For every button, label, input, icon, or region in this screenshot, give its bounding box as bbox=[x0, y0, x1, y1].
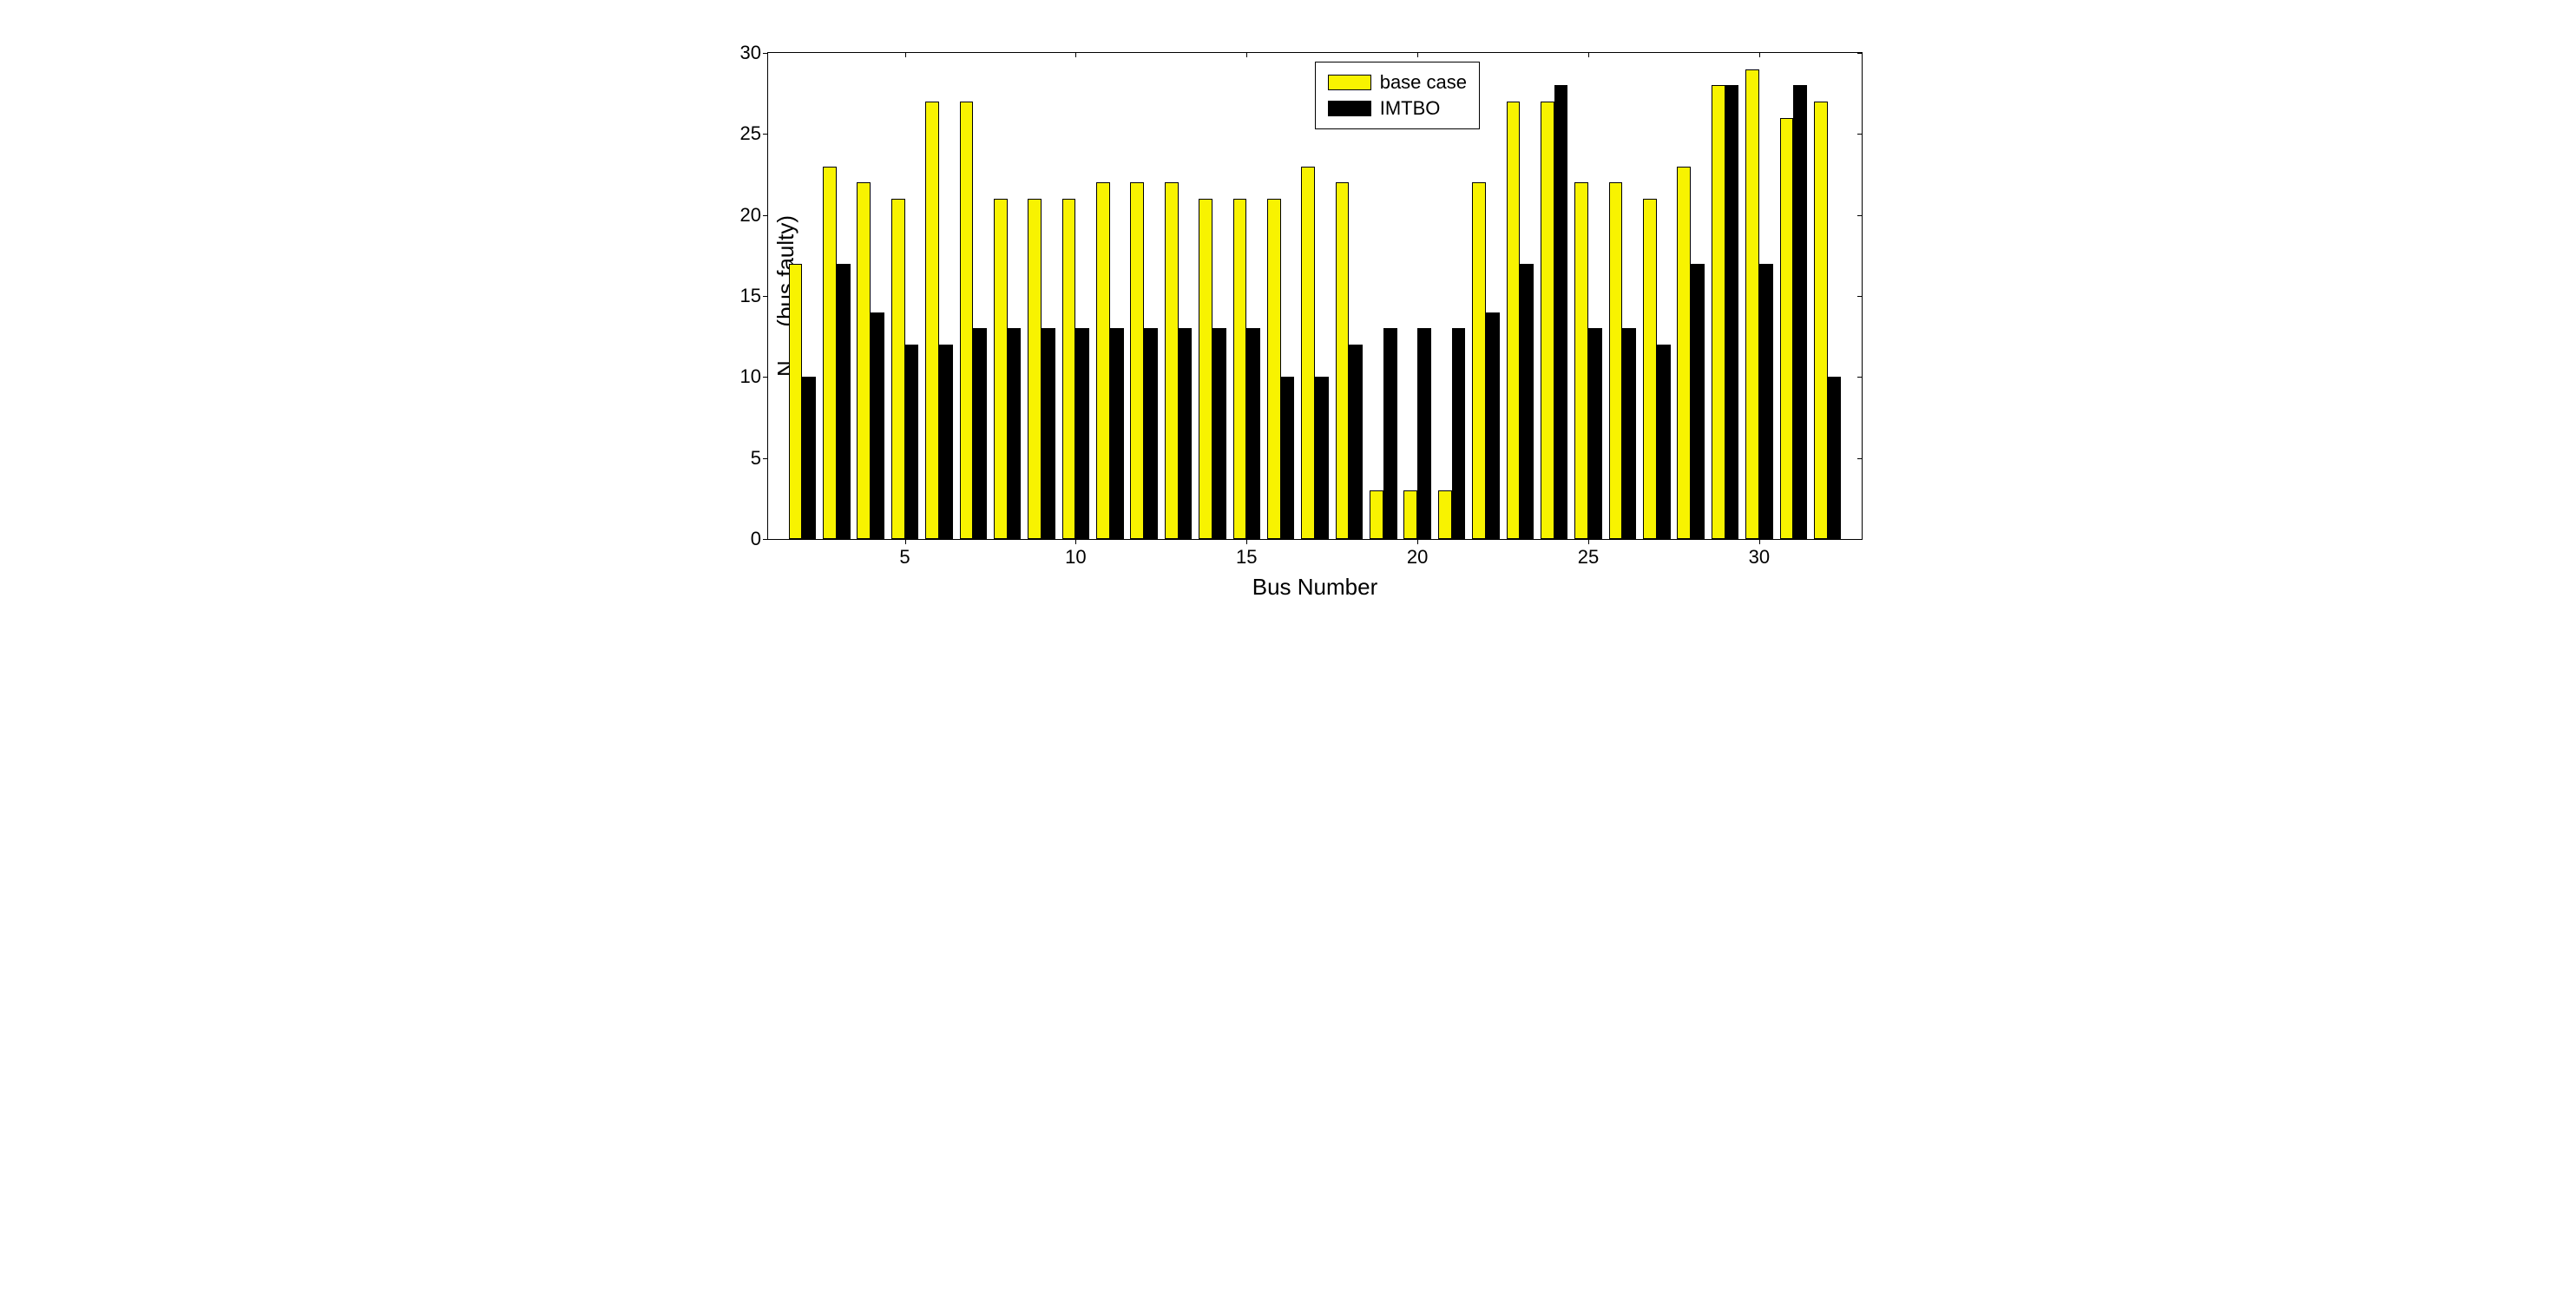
bar bbox=[973, 328, 987, 539]
bar bbox=[1212, 328, 1226, 539]
bar bbox=[1179, 328, 1193, 539]
bar bbox=[1062, 199, 1076, 539]
bar bbox=[1281, 377, 1295, 539]
legend: base case IMTBO bbox=[1315, 62, 1480, 129]
bar bbox=[1452, 328, 1466, 539]
bar bbox=[1677, 167, 1691, 539]
bar bbox=[1267, 199, 1281, 539]
plot-area: Nsag (bus faulty) Bus Number base caseIM… bbox=[767, 52, 1863, 540]
bar bbox=[1144, 328, 1158, 539]
legend-swatch bbox=[1328, 101, 1371, 116]
bar bbox=[1349, 345, 1363, 539]
bar bbox=[1657, 345, 1671, 539]
bar bbox=[1438, 490, 1452, 539]
bar bbox=[1096, 182, 1110, 539]
bar bbox=[1793, 85, 1807, 539]
bar bbox=[1712, 85, 1725, 539]
bar bbox=[1759, 264, 1773, 539]
bar bbox=[1315, 377, 1329, 539]
bar bbox=[1336, 182, 1350, 539]
bar bbox=[1008, 328, 1022, 539]
bar bbox=[1828, 377, 1842, 539]
bar bbox=[1417, 328, 1431, 539]
bar bbox=[823, 167, 837, 539]
bar bbox=[1233, 199, 1247, 539]
bar bbox=[994, 199, 1008, 539]
bar bbox=[1554, 85, 1568, 539]
bar bbox=[1507, 102, 1521, 539]
bar bbox=[789, 264, 803, 539]
bar bbox=[1472, 182, 1486, 539]
bar bbox=[1609, 182, 1623, 539]
legend-item: IMTBO bbox=[1328, 95, 1467, 122]
bar bbox=[1725, 85, 1739, 539]
bar bbox=[1130, 182, 1144, 539]
bar bbox=[1403, 490, 1417, 539]
bar bbox=[1075, 328, 1089, 539]
bar bbox=[1199, 199, 1212, 539]
x-axis-label: Bus Number bbox=[1252, 574, 1378, 601]
bar bbox=[1028, 199, 1042, 539]
bar bbox=[939, 345, 953, 539]
bar bbox=[1383, 328, 1397, 539]
bar bbox=[925, 102, 939, 539]
bar bbox=[1780, 118, 1794, 539]
bar bbox=[1370, 490, 1383, 539]
bar-chart: Nsag (bus faulty) Bus Number base caseIM… bbox=[680, 35, 1896, 642]
bar bbox=[891, 199, 905, 539]
bar bbox=[1301, 167, 1315, 539]
bar bbox=[960, 102, 974, 539]
bar bbox=[1486, 312, 1500, 539]
bar bbox=[837, 264, 851, 539]
legend-item: base case bbox=[1328, 69, 1467, 95]
bar bbox=[802, 377, 816, 539]
bar bbox=[1042, 328, 1055, 539]
bar bbox=[857, 182, 871, 539]
bar bbox=[1246, 328, 1260, 539]
legend-label: IMTBO bbox=[1380, 97, 1441, 120]
bar bbox=[1541, 102, 1554, 539]
bar bbox=[1814, 102, 1828, 539]
bar bbox=[1691, 264, 1705, 539]
bar bbox=[905, 345, 919, 539]
bar bbox=[1110, 328, 1124, 539]
legend-swatch bbox=[1328, 75, 1371, 90]
bar bbox=[1165, 182, 1179, 539]
bar bbox=[1520, 264, 1534, 539]
bar bbox=[871, 312, 884, 539]
bar bbox=[1588, 328, 1602, 539]
bar bbox=[1574, 182, 1588, 539]
bar bbox=[1745, 69, 1759, 539]
bar bbox=[1643, 199, 1657, 539]
legend-label: base case bbox=[1380, 71, 1467, 94]
bar bbox=[1622, 328, 1636, 539]
